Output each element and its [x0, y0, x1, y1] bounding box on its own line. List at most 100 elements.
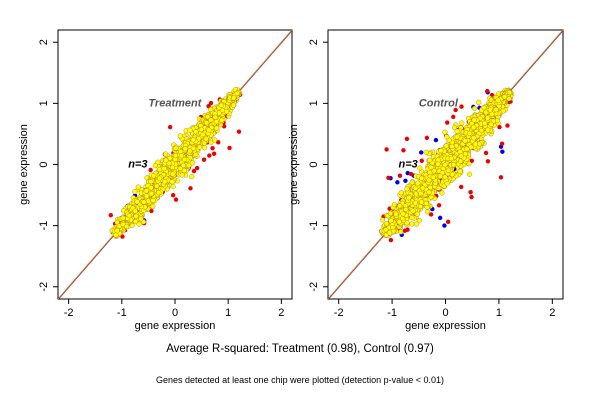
data-point — [403, 206, 409, 212]
r-squared-caption: Average R-squared: Treatment (0.98), Con… — [166, 343, 434, 355]
data-point — [435, 161, 441, 167]
data-point — [388, 210, 394, 217]
data-point — [430, 174, 436, 180]
data-point — [419, 175, 425, 181]
data-point — [189, 174, 195, 180]
data-point — [187, 148, 193, 154]
data-point — [156, 190, 162, 196]
data-point — [208, 139, 214, 145]
data-point — [163, 157, 169, 163]
data-point — [488, 121, 494, 127]
data-point — [443, 143, 449, 149]
data-point — [172, 153, 178, 159]
data-point — [231, 95, 237, 101]
data-point — [208, 117, 214, 123]
data-point — [152, 162, 158, 169]
data-point — [186, 162, 192, 168]
data-point — [476, 99, 482, 105]
data-point — [423, 149, 429, 155]
data-point — [206, 127, 212, 133]
y-tick-label: 0 — [308, 161, 320, 167]
data-point — [210, 145, 215, 151]
data-point — [133, 213, 139, 219]
data-point — [404, 136, 410, 142]
data-point — [419, 158, 424, 163]
data-point — [482, 120, 488, 126]
data-point — [424, 209, 430, 215]
data-point — [148, 167, 153, 173]
data-point — [466, 171, 473, 177]
data-point — [216, 140, 221, 145]
data-point — [408, 171, 414, 177]
data-point — [442, 223, 447, 228]
data-point — [134, 199, 140, 205]
x-tick-label: -2 — [64, 307, 74, 319]
data-point — [148, 179, 154, 185]
data-point — [471, 124, 477, 130]
data-point — [170, 184, 176, 190]
data-point — [464, 146, 470, 152]
data-point — [437, 215, 443, 221]
data-point — [397, 173, 403, 178]
y-tick-label: 1 — [308, 100, 320, 106]
y-axis-title: gene expression — [288, 124, 300, 205]
data-point — [419, 150, 424, 155]
y-tick-label: -1 — [308, 221, 320, 231]
data-point — [198, 126, 204, 132]
sample-count-label: n=3 — [128, 159, 147, 171]
data-point — [178, 153, 184, 159]
data-point — [417, 203, 423, 209]
data-point — [163, 151, 169, 157]
data-point — [149, 208, 154, 214]
x-tick-label: -1 — [117, 307, 127, 319]
data-point — [428, 212, 434, 217]
data-point — [148, 185, 154, 191]
data-point — [390, 225, 396, 231]
data-point — [497, 124, 502, 130]
data-point — [404, 186, 410, 192]
data-point — [212, 114, 218, 120]
data-point — [400, 211, 406, 217]
data-point — [485, 115, 491, 121]
data-point — [442, 162, 448, 168]
data-point — [499, 141, 505, 146]
data-point — [469, 194, 474, 200]
data-point — [188, 186, 193, 191]
y-tick-label: -2 — [38, 282, 50, 292]
y-tick-label: -1 — [38, 221, 50, 231]
data-point — [506, 96, 512, 102]
data-point — [451, 124, 457, 130]
y-tick-label: 0 — [38, 161, 50, 167]
data-point — [418, 199, 424, 205]
data-point — [173, 145, 179, 151]
data-point — [401, 148, 406, 153]
x-axis-title: gene expression — [135, 320, 216, 332]
data-point — [457, 149, 463, 155]
data-point — [219, 107, 225, 113]
data-point — [393, 211, 399, 217]
data-point — [398, 229, 404, 235]
data-point — [230, 102, 237, 108]
data-point — [467, 130, 473, 136]
data-point — [403, 178, 408, 183]
data-point — [227, 145, 232, 151]
data-point — [417, 165, 423, 171]
data-point — [458, 158, 464, 164]
data-point — [132, 189, 138, 195]
data-point — [423, 200, 429, 207]
data-point — [436, 203, 442, 208]
panel-control: -2 -1 0 1 2 -2 -1 0 1 2 gene expression gene expres… — [288, 29, 564, 332]
data-point — [445, 219, 451, 225]
data-point — [405, 170, 410, 176]
data-point — [167, 124, 173, 130]
data-point — [189, 160, 195, 166]
data-point — [135, 184, 141, 190]
data-point — [143, 188, 149, 194]
data-point — [166, 160, 172, 166]
data-point — [212, 137, 218, 143]
data-point — [495, 97, 501, 103]
data-point — [414, 211, 420, 217]
data-point — [138, 216, 144, 222]
data-point — [391, 202, 397, 208]
data-point — [416, 218, 422, 224]
